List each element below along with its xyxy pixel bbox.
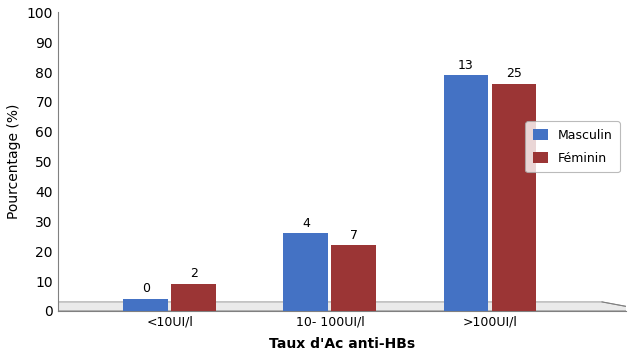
X-axis label: Taux d'Ac anti-HBs: Taux d'Ac anti-HBs (269, 337, 415, 351)
Text: 4: 4 (302, 217, 310, 230)
Text: 2: 2 (190, 267, 197, 280)
Text: 13: 13 (458, 58, 474, 72)
Bar (332, 245, 376, 311)
Polygon shape (9, 302, 633, 311)
Bar (284, 233, 329, 311)
Bar (492, 84, 536, 311)
Legend: Masculin, Féminin: Masculin, Féminin (525, 121, 620, 172)
Text: 25: 25 (506, 68, 522, 81)
Bar (172, 284, 216, 311)
Text: 0: 0 (142, 282, 150, 295)
Bar (123, 299, 168, 311)
Y-axis label: Pourcentage (%): Pourcentage (%) (7, 104, 21, 219)
Text: 7: 7 (350, 229, 358, 242)
Bar (444, 75, 489, 311)
